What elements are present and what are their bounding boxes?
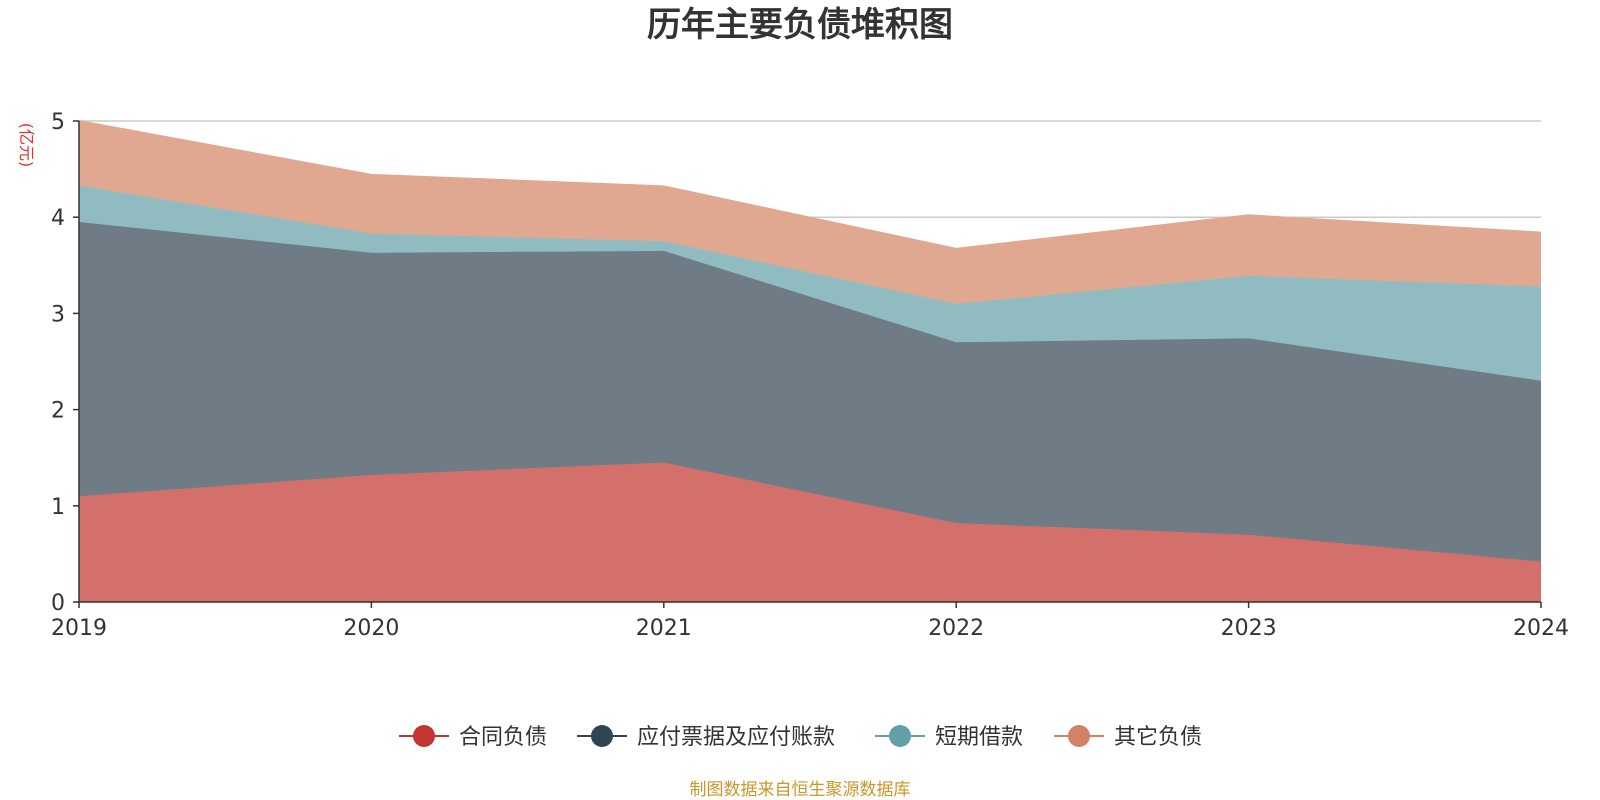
area-edge-series-3 [78,120,1542,250]
x-tick-label-2: 2021 [636,616,692,641]
axis-layer: 0 1 2 3 4 5 2019 2020 2021 2022 2023 2024 [51,110,1569,641]
y-tick-label-1: 1 [51,495,65,520]
legend-marker-1 [591,725,613,747]
legend-item-0[interactable]: 合同负债 [399,725,547,750]
y-tick-label-5: 5 [51,110,65,135]
area-layer [78,120,1542,602]
legend-item-1[interactable]: 应付票据及应付账款 [577,725,835,750]
x-tick-label-3: 2022 [928,616,984,641]
legend[interactable]: 合同负债 应付票据及应付账款 短期借款 其它负债 [399,725,1202,750]
x-tick-label-4: 2023 [1221,616,1277,641]
legend-label-0: 合同负债 [459,725,547,750]
legend-item-2[interactable]: 短期借款 [875,725,1023,750]
x-tick-label-0: 2019 [51,616,107,641]
x-tick-label-5: 2024 [1513,616,1569,641]
y-tick-label-4: 4 [51,206,65,231]
area-edge-series-1 [78,221,1542,382]
legend-marker-2 [889,725,911,747]
legend-item-3[interactable]: 其它负债 [1054,725,1202,750]
area-series-2 [79,185,1541,381]
legend-label-1: 应付票据及应付账款 [637,725,835,750]
legend-label-2: 短期借款 [935,725,1023,750]
x-tick-label-1: 2020 [343,616,399,641]
area-series-0 [79,462,1541,602]
data-source-note: 制图数据来自恒生聚源数据库 [690,780,911,800]
y-tick-label-2: 2 [51,399,65,424]
legend-marker-3 [1068,725,1090,747]
chart-title: 历年主要负债堆积图 [647,5,953,45]
area-series-3 [79,121,1541,304]
legend-marker-0 [413,725,435,747]
y-tick-label-0: 0 [51,591,65,616]
y-unit-label: (亿元) [17,123,36,168]
legend-label-3: 其它负债 [1114,725,1202,750]
y-tick-label-3: 3 [51,302,65,327]
area-series-1 [79,222,1541,562]
